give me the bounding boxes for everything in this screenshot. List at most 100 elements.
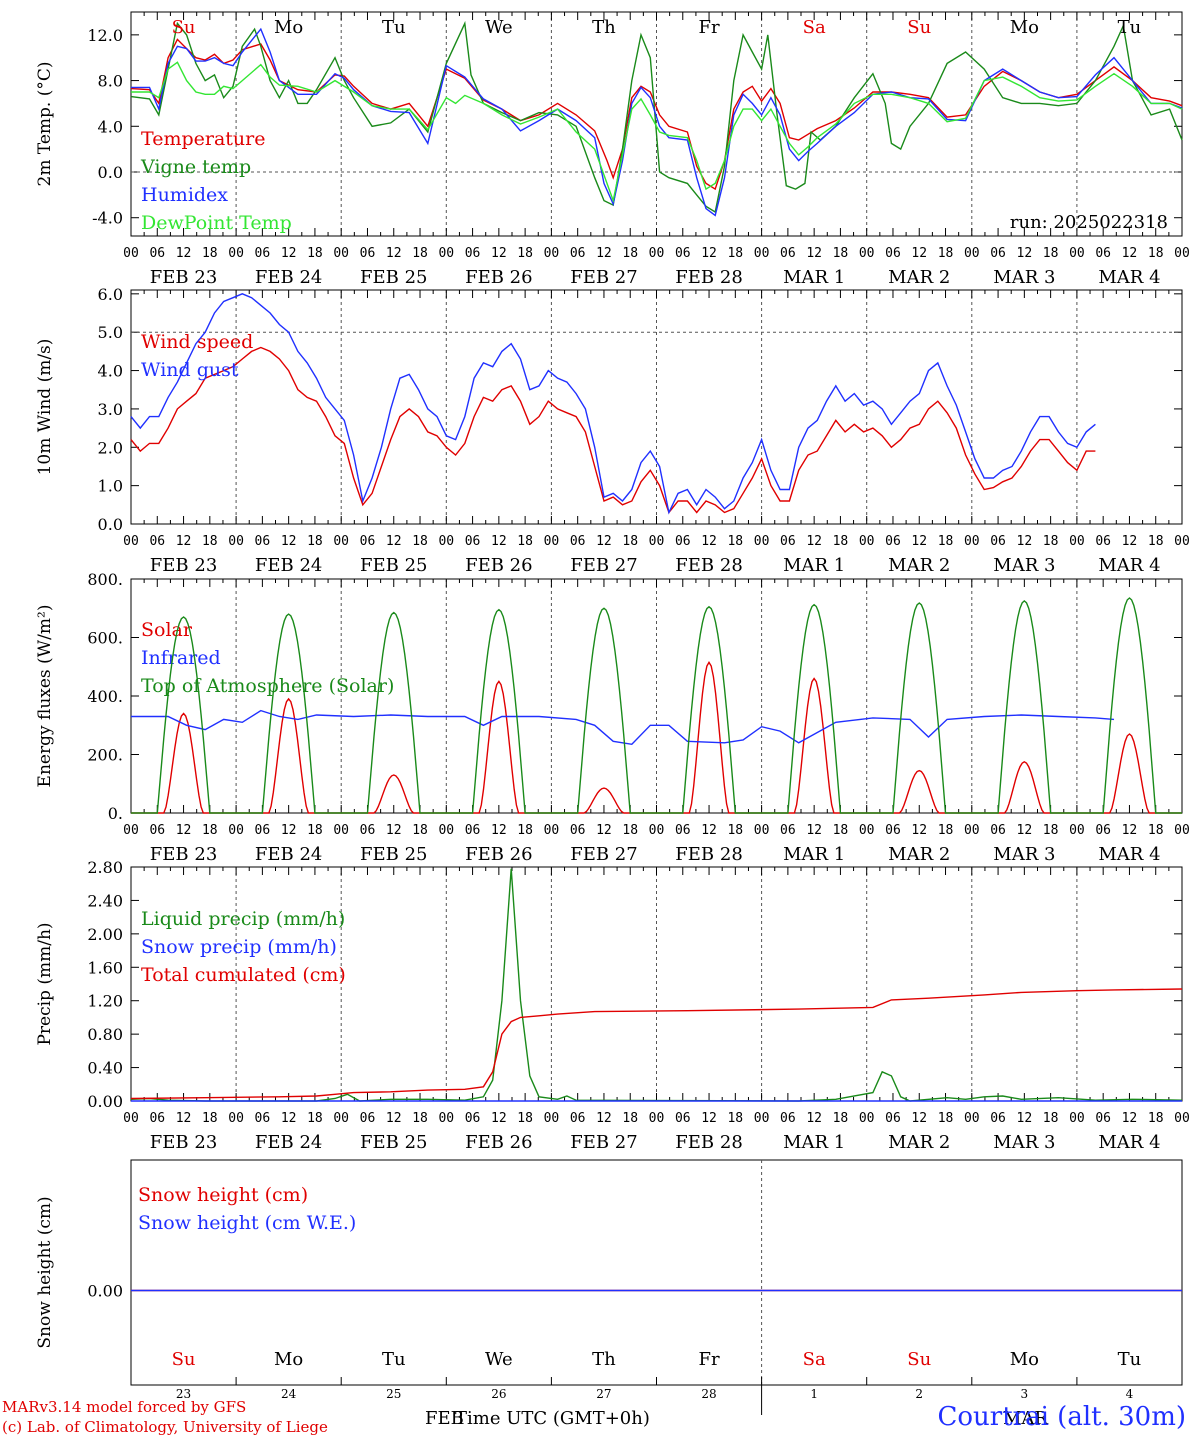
- day-name: Su: [172, 1349, 196, 1370]
- hour-label: 18: [1043, 246, 1059, 261]
- day-number: 24: [281, 1387, 297, 1401]
- date-label: FEB 26: [465, 555, 532, 576]
- day-number: 3: [1021, 1387, 1029, 1401]
- legend-entry: Total cumulated (cm): [141, 964, 346, 986]
- hour-label: 12: [596, 1111, 612, 1126]
- date-label: MAR 4: [1098, 844, 1160, 865]
- hour-label: 18: [412, 534, 428, 549]
- hour-label: 06: [465, 823, 481, 838]
- hour-label: 00: [859, 1111, 875, 1126]
- date-label: FEB 25: [360, 555, 427, 576]
- hour-label: 18: [307, 823, 323, 838]
- month-label-feb: FEB: [425, 1408, 464, 1429]
- hour-label: 06: [885, 534, 901, 549]
- hour-label: 18: [517, 1111, 533, 1126]
- day-name: Su: [907, 17, 931, 38]
- y-tick-label: 1.60: [87, 958, 123, 977]
- day-name: Fr: [699, 17, 720, 38]
- date-label: MAR 3: [993, 555, 1055, 576]
- series-line-infrared: [131, 709, 1115, 746]
- hour-label: 12: [701, 823, 717, 838]
- hour-label: 18: [1148, 1111, 1164, 1126]
- hour-label: 00: [123, 246, 139, 261]
- hour-label: 00: [438, 1111, 454, 1126]
- date-label: MAR 1: [783, 844, 845, 865]
- hour-label: 12: [176, 534, 192, 549]
- legend-entry: Solar: [141, 619, 193, 641]
- hour-label: 00: [228, 1111, 244, 1126]
- hour-label: 12: [1017, 1111, 1033, 1126]
- date-label: FEB 28: [675, 844, 742, 865]
- hour-label: 18: [517, 246, 533, 261]
- hour-label: 18: [202, 823, 218, 838]
- date-label: FEB 27: [570, 267, 637, 288]
- y-tick-label: 4.0: [98, 117, 123, 136]
- date-label: FEB 23: [150, 267, 217, 288]
- hour-label: 00: [1174, 823, 1190, 838]
- series-line-temperature: [130, 38, 1183, 191]
- hour-label: 06: [465, 1111, 481, 1126]
- day-number: 27: [596, 1387, 611, 1401]
- hour-label: 06: [465, 246, 481, 261]
- hour-label: 12: [701, 534, 717, 549]
- hour-label: 18: [412, 246, 428, 261]
- hour-label: 00: [333, 246, 349, 261]
- y-tick-label: 2.80: [87, 858, 123, 877]
- hour-label: 12: [281, 246, 297, 261]
- y-tick-label: 1.0: [98, 477, 123, 496]
- y-tick-label: -4.0: [92, 209, 123, 228]
- y-axis-label: 2m Temp. (°C): [35, 61, 55, 186]
- y-tick-label: 2.0: [98, 438, 123, 457]
- y-tick-label: 3.0: [98, 400, 123, 419]
- hour-label: 00: [123, 534, 139, 549]
- hour-label: 06: [780, 823, 796, 838]
- month-label-mar: MAR: [1003, 1408, 1048, 1429]
- day-name: Mo: [274, 1349, 303, 1370]
- hour-label: 12: [386, 823, 402, 838]
- series-line-wind-gust: [130, 293, 1096, 515]
- date-label: MAR 2: [888, 1132, 950, 1153]
- date-label: FEB 23: [150, 844, 217, 865]
- hour-label: 06: [465, 534, 481, 549]
- hour-label: 00: [649, 823, 665, 838]
- date-label: MAR 3: [993, 844, 1055, 865]
- day-name: Su: [172, 17, 196, 38]
- hour-label: 00: [964, 246, 980, 261]
- hour-label: 06: [990, 534, 1006, 549]
- hour-label: 00: [123, 823, 139, 838]
- hour-label: 00: [544, 1111, 560, 1126]
- hour-label: 00: [544, 246, 560, 261]
- y-axis-label: Energy fluxes (W/m²): [35, 605, 55, 788]
- hour-label: 06: [570, 1111, 586, 1126]
- day-name: Tu: [1118, 17, 1142, 38]
- hour-label: 18: [1148, 534, 1164, 549]
- hour-label: 06: [360, 246, 376, 261]
- hour-label: 00: [1174, 246, 1190, 261]
- hour-label: 12: [281, 1111, 297, 1126]
- hour-label: 12: [911, 246, 927, 261]
- date-label: FEB 24: [255, 844, 322, 865]
- hour-label: 00: [544, 534, 560, 549]
- hour-label: 12: [806, 534, 822, 549]
- date-label: MAR 4: [1098, 267, 1160, 288]
- y-tick-label: 0.00: [87, 1092, 123, 1111]
- hour-label: 18: [307, 246, 323, 261]
- day-name: Th: [592, 1349, 616, 1370]
- hour-label: 18: [622, 823, 638, 838]
- hour-label: 06: [990, 1111, 1006, 1126]
- hour-label: 18: [938, 1111, 954, 1126]
- day-name: Mo: [1010, 17, 1039, 38]
- hour-label: 00: [123, 1111, 139, 1126]
- day-name: Tu: [382, 17, 406, 38]
- hour-label: 06: [885, 1111, 901, 1126]
- day-name: Mo: [274, 17, 303, 38]
- date-label: MAR 1: [783, 1132, 845, 1153]
- hour-label: 00: [438, 823, 454, 838]
- date-label: MAR 1: [783, 555, 845, 576]
- y-axis-label: 10m Wind (m/s): [35, 339, 55, 476]
- hour-label: 12: [911, 823, 927, 838]
- lab-credit: (c) Lab. of Climatology, University of L…: [2, 1418, 328, 1436]
- hour-label: 12: [596, 534, 612, 549]
- hour-label: 12: [1017, 534, 1033, 549]
- hour-label: 12: [1017, 246, 1033, 261]
